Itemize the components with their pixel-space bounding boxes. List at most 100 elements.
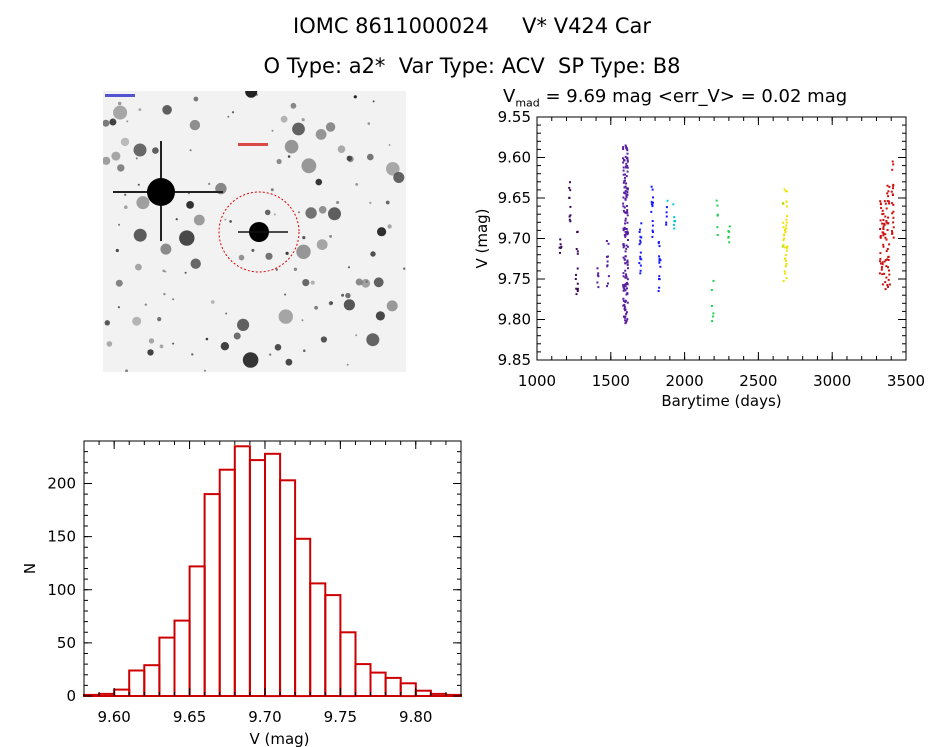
star-dot <box>355 278 363 286</box>
star-dot <box>403 267 406 270</box>
lc-point <box>639 264 642 267</box>
star-dot <box>135 157 138 160</box>
lc-point <box>559 247 562 249</box>
lc-point <box>623 226 626 229</box>
star-dot <box>113 118 116 122</box>
lc-point <box>884 281 887 284</box>
lc-point <box>716 204 719 207</box>
lc-point <box>710 289 713 291</box>
lc-point <box>651 235 654 238</box>
lc-point <box>575 287 578 290</box>
star-dot <box>124 205 128 209</box>
lc-point <box>622 285 625 288</box>
bright-star <box>147 178 175 206</box>
lc-point <box>622 299 625 302</box>
lc-point <box>623 206 626 209</box>
lc-point <box>568 218 571 221</box>
hist-bar <box>354 663 372 697</box>
lc-point <box>785 224 788 227</box>
sky-thumbnail <box>103 91 406 372</box>
hist-bar <box>128 669 146 697</box>
star-dot <box>208 182 211 185</box>
lc-point <box>658 278 660 281</box>
hist-bar <box>399 682 417 698</box>
lc-point <box>887 266 889 269</box>
lc-point <box>576 282 579 285</box>
lc-xlabel: Barytime (days) <box>661 392 781 410</box>
lc-point <box>622 181 625 184</box>
star-dot <box>229 220 232 223</box>
lc-point <box>625 193 628 196</box>
lc-point <box>892 221 895 224</box>
star-dot <box>385 200 390 205</box>
hist-bar <box>203 493 221 697</box>
lc-point <box>885 250 888 252</box>
lc-point <box>888 283 891 286</box>
lc-point <box>559 238 562 241</box>
lc-point <box>892 203 895 206</box>
hist-ylabel: N <box>21 563 39 574</box>
lc-point <box>576 267 579 270</box>
lc-point <box>885 221 888 224</box>
lc-point <box>624 212 627 214</box>
hist-ytick-label: 100 <box>47 581 76 599</box>
lc-ylabel: V (mag) <box>473 208 491 268</box>
lc-point <box>891 230 893 233</box>
lc-point <box>888 185 891 188</box>
lc-point <box>639 269 642 272</box>
lc-point <box>658 275 661 278</box>
lc-point <box>892 236 895 239</box>
lc-point <box>885 276 888 279</box>
hist-xtick-label: 9.70 <box>248 708 281 726</box>
lc-point <box>625 274 628 277</box>
star-dot <box>301 118 305 122</box>
lc-point <box>892 184 895 187</box>
star-dot <box>284 139 299 154</box>
lc-point <box>623 315 626 318</box>
lc-ytick-label: 9.65 <box>498 189 531 207</box>
lc-point <box>627 267 629 270</box>
lc-point <box>728 225 731 228</box>
lc-point <box>888 269 890 272</box>
lc-point <box>606 285 608 288</box>
star-dot <box>301 319 304 322</box>
lc-xtick-label: 2000 <box>666 372 704 390</box>
lc-point <box>624 217 627 220</box>
lc-point <box>622 229 625 232</box>
star-dot <box>346 155 352 161</box>
star-dot <box>303 349 306 353</box>
lc-point <box>652 201 654 204</box>
lc-point <box>882 219 885 221</box>
star-dot <box>255 93 258 96</box>
lc-point <box>639 241 642 244</box>
star-dot <box>152 147 159 154</box>
lc-point <box>880 262 882 265</box>
lc-point <box>658 259 661 262</box>
lc-point <box>783 270 786 273</box>
star-dot <box>162 269 165 273</box>
star-dot <box>275 268 278 271</box>
lc-point <box>626 159 629 162</box>
lc-point <box>623 283 626 286</box>
lc-point <box>665 221 668 224</box>
hist-xtick-label: 9.65 <box>173 708 206 726</box>
vmag-subscript: mad <box>515 96 540 110</box>
lc-point <box>622 246 625 249</box>
lc-ytick-label: 9.55 <box>498 108 531 126</box>
lc-point <box>625 321 628 324</box>
lc-point <box>891 232 894 235</box>
lc-point <box>781 245 784 248</box>
lc-point <box>622 202 625 205</box>
lc-point <box>606 260 609 263</box>
lc-ytick-label: 9.75 <box>498 270 531 288</box>
star-dot <box>387 224 392 229</box>
lc-point <box>575 293 578 296</box>
star-dot <box>238 254 245 261</box>
lc-point <box>786 245 789 248</box>
lc-point <box>624 173 626 176</box>
lc-point <box>650 200 653 203</box>
lc-point <box>785 200 788 203</box>
lc-point <box>625 244 628 247</box>
lc-point <box>596 267 599 270</box>
lc-point <box>665 223 668 226</box>
